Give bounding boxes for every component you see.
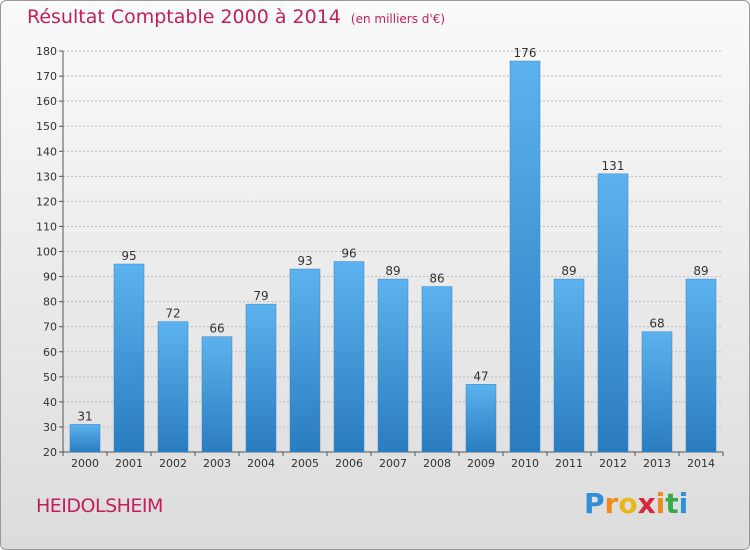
bar-2012 [597, 173, 629, 453]
logo-letter: r [604, 487, 619, 520]
proxiti-logo: Proxiti [584, 487, 688, 520]
chart-subtitle: (en milliers d'€) [350, 12, 446, 26]
data-label-2014: 89 [693, 264, 708, 278]
data-label-2001: 95 [121, 249, 136, 263]
x-tick-label-2010: 2010 [511, 457, 539, 470]
bar-2013 [641, 331, 673, 453]
bar-2003 [201, 336, 233, 453]
town-label: HEIDOLSHEIM [36, 495, 163, 517]
y-tick-label: 20 [43, 446, 57, 459]
logo-letter: o [618, 487, 638, 520]
bar-2005 [289, 268, 321, 453]
y-tick-label: 160 [36, 95, 57, 108]
data-label-2000: 31 [77, 409, 92, 423]
x-tick-label-2005: 2005 [291, 457, 319, 470]
y-tick-label: 50 [43, 371, 57, 384]
data-label-2008: 86 [429, 272, 444, 286]
x-tick-label-2008: 2008 [423, 457, 451, 470]
x-tick-label-2004: 2004 [247, 457, 275, 470]
y-tick-label: 60 [43, 346, 57, 359]
data-label-2012: 131 [602, 159, 625, 173]
logo-letter: x [637, 487, 656, 520]
bar-2000 [69, 424, 101, 453]
logo-letter: i [655, 487, 666, 520]
data-label-2003: 66 [209, 322, 224, 336]
y-tick-label: 130 [36, 170, 57, 183]
y-tick-label: 170 [36, 70, 57, 83]
bar-2009 [465, 384, 497, 453]
y-tick-label: 90 [43, 271, 57, 284]
bar-2002 [157, 321, 189, 453]
logo-letter: t [665, 487, 679, 520]
data-label-2009: 47 [473, 369, 488, 383]
x-tick-label-2009: 2009 [467, 457, 495, 470]
bar-2014 [685, 278, 717, 453]
x-tick-label-2001: 2001 [115, 457, 143, 470]
y-tick-label: 180 [36, 45, 57, 58]
x-tick-label-2000: 2000 [71, 457, 99, 470]
data-label-2006: 96 [341, 247, 356, 261]
chart-title: Résultat Comptable 2000 à 2014 (en millie… [27, 6, 445, 28]
y-tick-label: 30 [43, 421, 57, 434]
bar-2010 [509, 60, 541, 453]
x-tick-label-2007: 2007 [379, 457, 407, 470]
x-tick-label-2012: 2012 [599, 457, 627, 470]
bar-2001 [113, 263, 145, 453]
data-label-2002: 72 [165, 307, 180, 321]
x-tick-label-2011: 2011 [555, 457, 583, 470]
x-tick-label-2006: 2006 [335, 457, 363, 470]
bar-2004 [245, 303, 277, 453]
y-tick-label: 100 [36, 246, 57, 259]
y-tick-label: 80 [43, 296, 57, 309]
y-tick-label: 70 [43, 321, 57, 334]
bar-2007 [377, 278, 409, 453]
bar-2006 [333, 261, 365, 453]
data-label-2005: 93 [297, 254, 312, 268]
data-label-2004: 79 [253, 289, 268, 303]
x-tick-label-2013: 2013 [643, 457, 671, 470]
x-tick-label-2014: 2014 [687, 457, 715, 470]
data-label-2011: 89 [561, 264, 576, 278]
logo-letter: i [678, 487, 689, 520]
y-tick-label: 120 [36, 195, 57, 208]
y-tick-label: 40 [43, 396, 57, 409]
x-tick-label-2003: 2003 [203, 457, 231, 470]
data-label-2010: 176 [514, 46, 537, 60]
data-label-2013: 68 [649, 317, 664, 331]
y-tick-label: 110 [36, 220, 57, 233]
y-tick-label: 140 [36, 145, 57, 158]
data-label-2007: 89 [385, 264, 400, 278]
logo-letter: P [584, 487, 605, 520]
chart-title-text: Résultat Comptable 2000 à 2014 [27, 6, 341, 28]
bar-2008 [421, 286, 453, 453]
bar-2011 [553, 278, 585, 453]
x-tick-label-2002: 2002 [159, 457, 187, 470]
y-tick-label: 150 [36, 120, 57, 133]
